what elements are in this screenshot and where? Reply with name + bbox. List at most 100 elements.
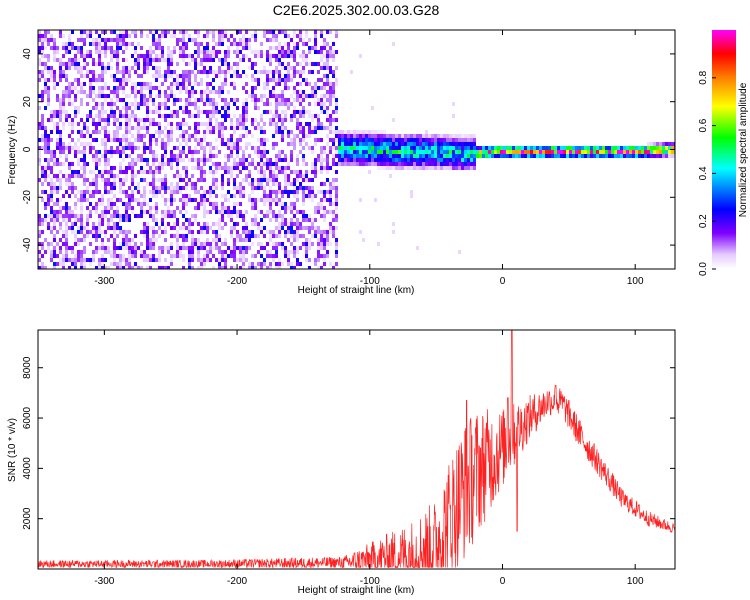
spectrogram-cell <box>86 54 89 58</box>
spectrogram-cell <box>257 162 260 166</box>
spectrogram-cell <box>617 150 620 154</box>
spectrogram-cell <box>185 98 188 102</box>
spectrogram-cell <box>77 198 80 202</box>
spectrogram-cell <box>578 154 581 158</box>
spectrogram-cell <box>188 138 191 142</box>
spectrogram-cell <box>284 114 287 118</box>
spectrogram-cell <box>98 90 101 94</box>
spectrogram-cell <box>119 186 122 190</box>
spectrogram-cell <box>53 254 56 258</box>
spectrogram-cell <box>284 66 287 70</box>
spectrogram-cell <box>95 126 98 130</box>
spectrogram-cell <box>389 142 392 146</box>
spectrogram-cell <box>197 82 200 86</box>
spectrogram-cell <box>161 30 164 34</box>
spectrogram-cell <box>44 206 47 210</box>
spectrogram-cell <box>242 110 245 114</box>
spectrogram-cell <box>245 110 248 114</box>
spectrogram-cell <box>419 150 422 154</box>
spectrogram-cell <box>356 142 359 146</box>
spectrogram-cell <box>272 234 275 238</box>
spectrogram-cell <box>119 162 122 166</box>
spectrogram-cell <box>86 178 89 182</box>
spectrogram-cell <box>302 98 305 102</box>
spectrogram-cell <box>128 118 131 122</box>
spectrogram-cell <box>602 150 605 154</box>
spectrogram-cell <box>413 134 416 138</box>
spectrogram-cell <box>260 42 263 46</box>
spectrogram-cell <box>56 122 59 126</box>
spectrogram-cell <box>203 146 206 150</box>
spectrogram-cell <box>143 142 146 146</box>
spectrogram-cell <box>449 138 452 142</box>
spectrogram-cell <box>80 258 83 262</box>
colorbar-tick-label: 0.4 <box>698 166 709 180</box>
spectrogram-cell <box>197 54 200 58</box>
spectrogram-cell <box>254 146 257 150</box>
spectrogram-cell <box>311 62 314 66</box>
spectrogram-cell <box>203 202 206 206</box>
spectrogram-cell <box>299 142 302 146</box>
spectrogram-cell <box>77 230 80 234</box>
spectrogram-cell <box>47 30 50 34</box>
spectrogram-cell <box>188 98 191 102</box>
spectrogram-cell <box>53 266 56 269</box>
spectrogram-cell <box>416 162 419 166</box>
spectrogram-cell <box>146 222 149 226</box>
spectrogram-cell <box>182 194 185 198</box>
spectrogram-cell <box>326 178 329 182</box>
spectrogram-cell <box>278 42 281 46</box>
spectrogram-cell <box>53 78 56 82</box>
spectrogram-cell <box>83 178 86 182</box>
spectrogram-cell <box>566 154 569 158</box>
spectrogram-cell <box>62 266 65 269</box>
spectrogram-cell <box>335 102 338 106</box>
spectrogram-cell <box>188 110 191 114</box>
spectrogram-cell <box>152 258 155 262</box>
spectrogram-cell <box>470 158 473 162</box>
spectrogram-cell <box>98 38 101 42</box>
spectrogram-cell <box>380 150 383 154</box>
spectrogram-cell <box>647 142 650 146</box>
spectrogram-cell <box>278 74 281 78</box>
spectrogram-cell <box>143 54 146 58</box>
spectrogram-cell <box>542 150 545 154</box>
spectrogram-cell <box>305 34 308 38</box>
spectrogram-cell <box>260 198 263 202</box>
spectrogram-cell <box>206 238 209 242</box>
spectrogram-cell <box>329 90 332 94</box>
spectrogram-cell <box>458 250 461 254</box>
spectrogram-cell <box>539 150 542 154</box>
spectrogram-cell <box>116 254 119 258</box>
spectrogram-cell <box>218 266 221 269</box>
spectrogram-cell <box>101 242 104 246</box>
spectrogram-cell <box>59 106 62 110</box>
spectrogram-cell <box>302 70 305 74</box>
spectrogram-cell <box>461 150 464 154</box>
spectrogram-cell <box>188 38 191 42</box>
spectrogram-cell <box>197 70 200 74</box>
spectrogram-cell <box>275 166 278 170</box>
spectrogram-cell <box>164 258 167 262</box>
spectrogram-cell <box>170 246 173 250</box>
spectrogram-cell <box>284 158 287 162</box>
spectrogram-cell <box>224 222 227 226</box>
spectrogram-cell <box>233 206 236 210</box>
spectrogram-cell <box>257 250 260 254</box>
spectrogram-cell <box>434 134 437 138</box>
spectrogram-cell <box>293 106 296 110</box>
spectrogram-cell <box>95 78 98 82</box>
spectrogram-cell <box>263 154 266 158</box>
spectrogram-cell <box>89 146 92 150</box>
spectrogram-cell <box>329 198 332 202</box>
spectrogram-cell <box>500 150 503 154</box>
spectrogram-cell <box>176 154 179 158</box>
spectrogram-cell <box>122 150 125 154</box>
spectrogram-cell <box>314 30 317 34</box>
spectrogram-cell <box>245 166 248 170</box>
spectrogram-cell <box>236 150 239 154</box>
spectrogram-cell <box>242 262 245 266</box>
spectrogram-cell <box>179 74 182 78</box>
spectrogram-cell <box>458 158 461 162</box>
spectrogram-cell <box>548 150 551 154</box>
